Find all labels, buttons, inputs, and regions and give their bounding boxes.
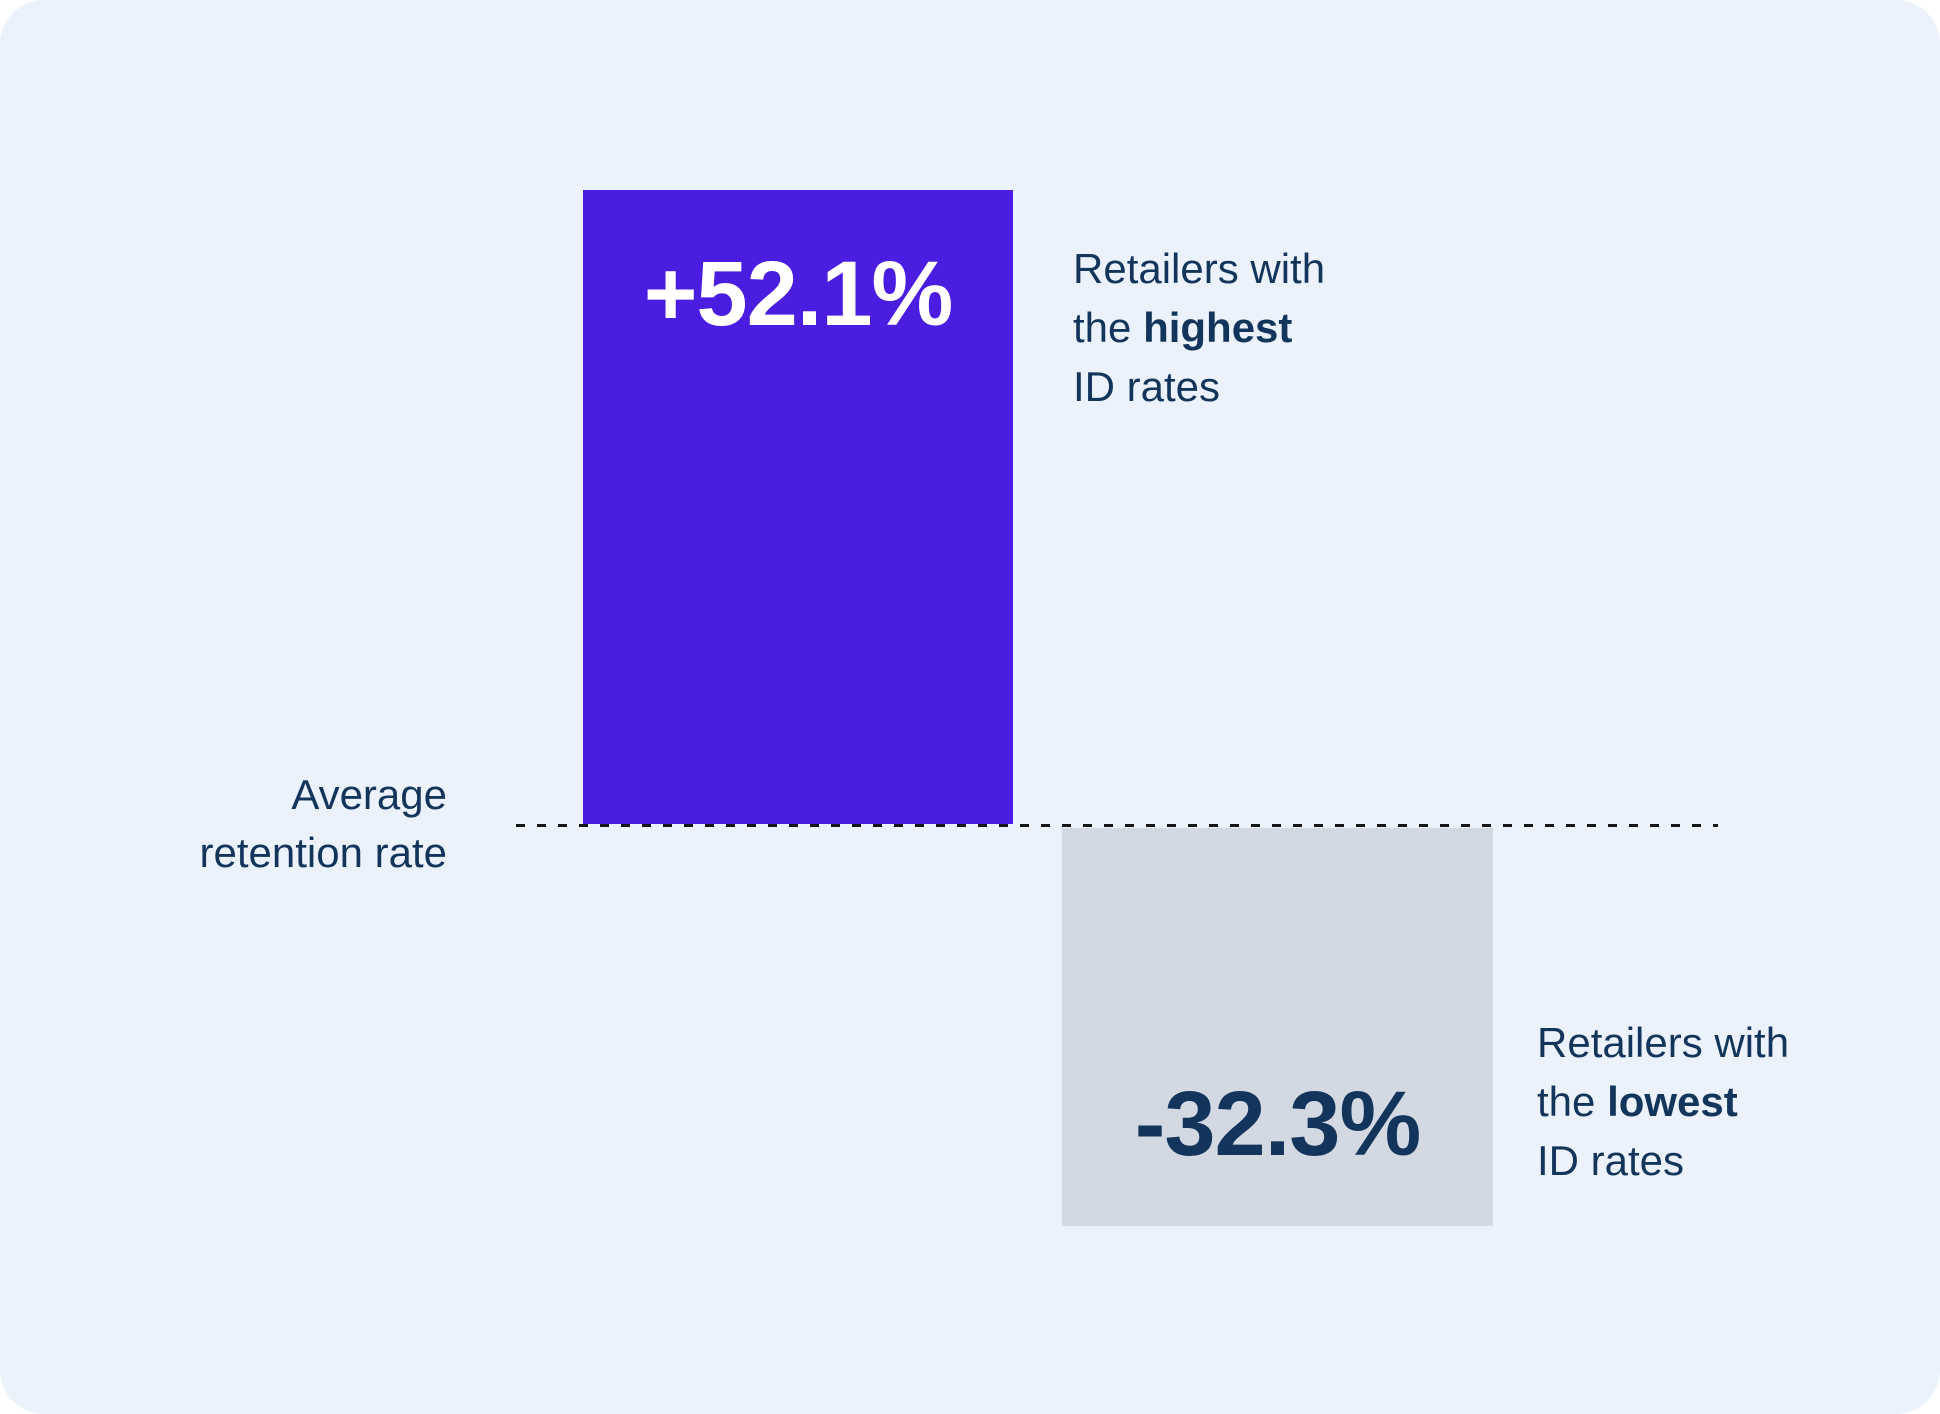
average-retention-dashed-line — [516, 824, 1718, 827]
caption-lowest-line3: ID rates — [1537, 1137, 1685, 1184]
caption-highest-line3: ID rates — [1073, 363, 1221, 410]
caption-lowest-line2-normal: the — [1537, 1078, 1608, 1125]
caption-highest-line2: the highest — [1073, 298, 1325, 357]
caption-lowest-id-rates: Retailers with the lowest ID rates — [1537, 1013, 1789, 1190]
baseline-label-line1: Average — [291, 771, 447, 818]
caption-lowest-line2-bold: lowest — [1607, 1078, 1738, 1125]
caption-highest-line2-normal: the — [1073, 304, 1144, 351]
caption-highest-line1: Retailers with — [1073, 245, 1326, 292]
caption-lowest-line2: the lowest — [1537, 1072, 1789, 1131]
value-label-lowest: -32.3% — [1134, 1073, 1421, 1175]
bar-lowest-id-rates: -32.3% — [1062, 828, 1493, 1226]
caption-lowest-line1: Retailers with — [1537, 1019, 1790, 1066]
bar-highest-id-rates: +52.1% — [583, 190, 1013, 824]
baseline-label: Average retention rate — [200, 766, 448, 882]
baseline-label-line2: retention rate — [199, 829, 448, 876]
value-label-highest: +52.1% — [643, 243, 954, 345]
caption-highest-line2-bold: highest — [1143, 304, 1293, 351]
caption-highest-id-rates: Retailers with the highest ID rates — [1073, 239, 1325, 416]
